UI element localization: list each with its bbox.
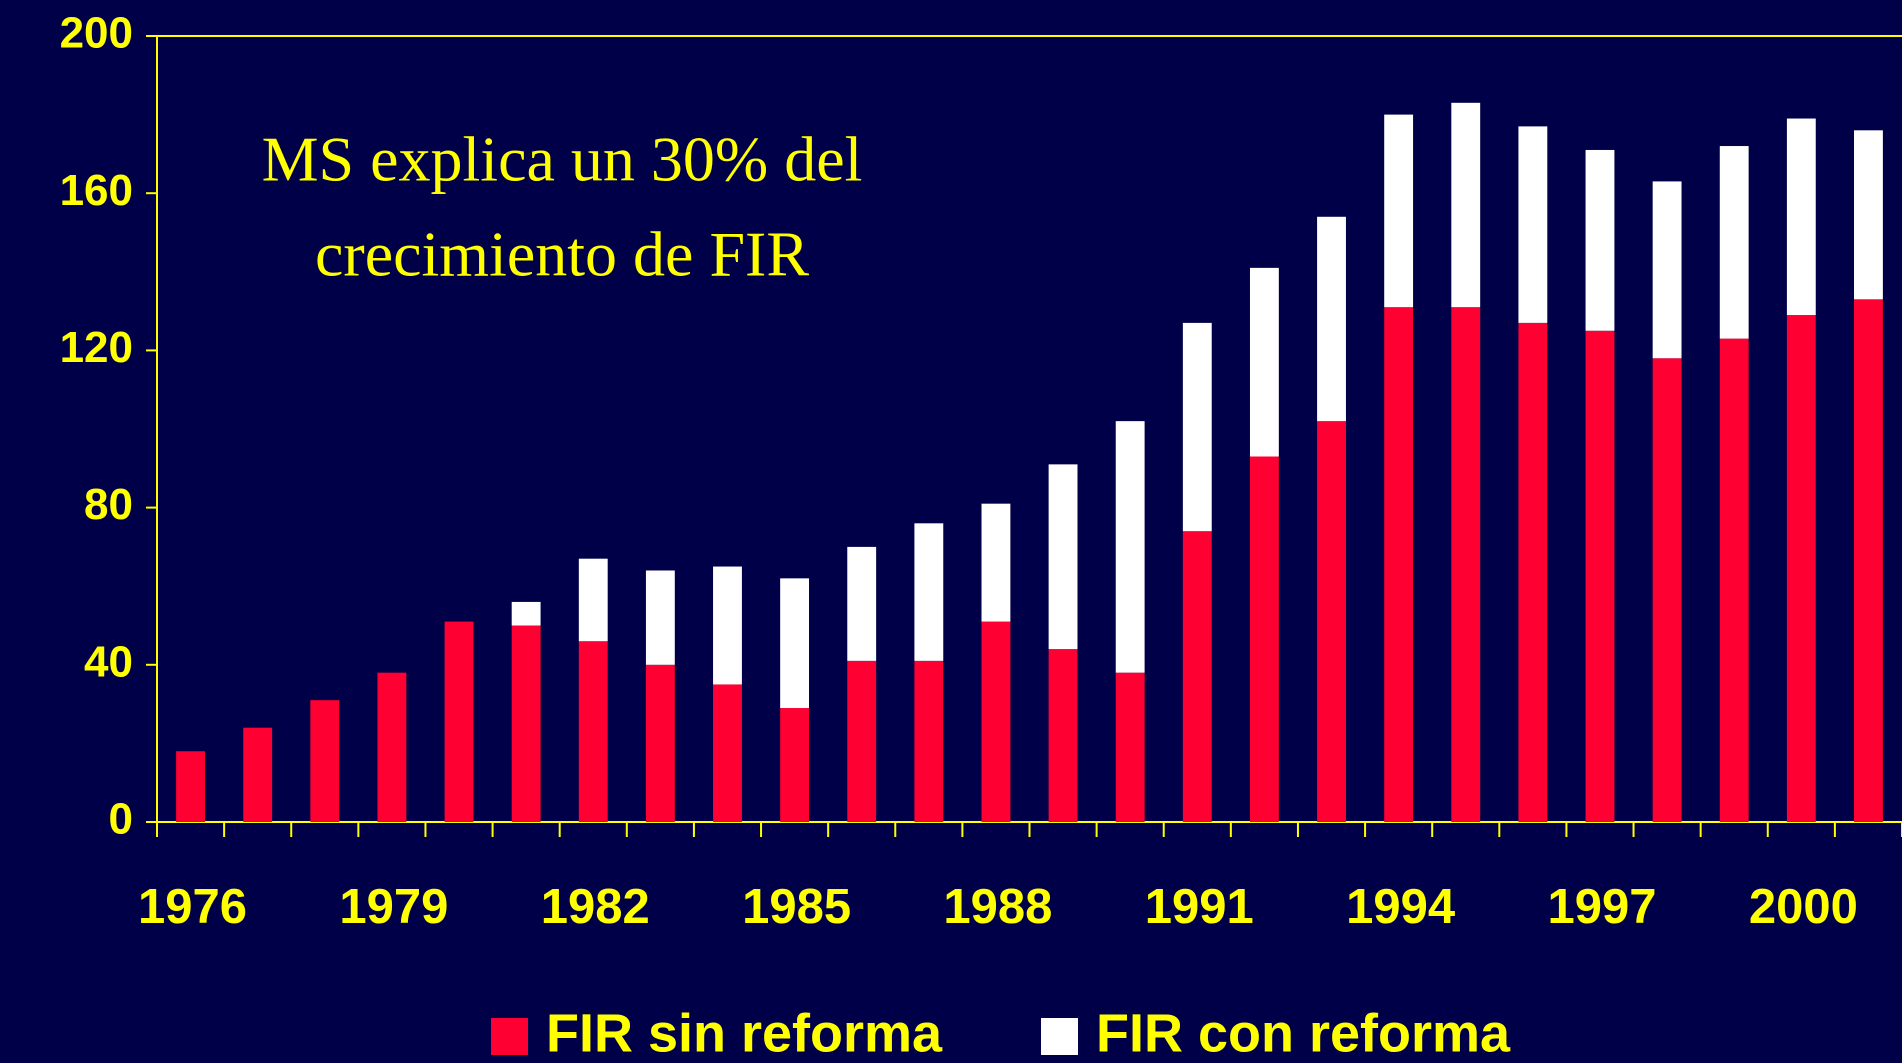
bar-segment [578,641,608,822]
bar-segment [1317,216,1346,422]
bar-segment [176,751,205,822]
bar-segment [1182,322,1212,532]
bar-segment [1585,149,1615,331]
legend-swatch [1041,1018,1078,1055]
bar-segment [511,625,541,822]
bar-segment [914,523,944,661]
bar-segment [511,601,541,626]
x-tick-label: 2000 [1749,880,1858,934]
bar-segment [713,684,742,822]
y-tick-label: 120 [60,323,133,372]
bar-segment [1317,421,1346,822]
bar-segment [847,660,877,822]
y-tick-label: 160 [60,166,133,215]
annotation: crecimiento de FIR [315,219,809,290]
legend-label: FIR con reforma [1096,1003,1511,1063]
bar-segment [1384,114,1414,308]
bar-segment [1115,672,1145,822]
bar-segment [645,570,675,665]
y-tick-label: 200 [60,9,133,58]
bar-segment [310,700,340,822]
bar-segment [243,727,273,822]
bar-segment [1518,322,1548,822]
bar-segment [645,664,675,822]
x-tick-label: 1994 [1346,880,1455,934]
bar-segment [780,708,810,822]
bar-segment [981,503,1011,622]
bar-segment [1719,146,1749,339]
bar-segment [914,660,944,822]
bar-segment [444,621,474,822]
bar-segment [1854,130,1883,300]
bar-segment [1854,299,1883,822]
bar-segment [1249,456,1279,822]
bar-segment [1518,126,1548,323]
x-tick-label: 1985 [742,880,851,934]
legend-label: FIR sin reforma [546,1003,943,1063]
bar-segment [1249,267,1279,457]
bar-segment [713,566,742,685]
x-tick-label: 1988 [943,880,1052,934]
bar-segment [1048,464,1078,650]
bar-segment [1585,330,1615,822]
bar-segment [1384,307,1414,822]
bar-segment [1719,338,1749,822]
bar-segment [981,621,1011,822]
y-tick-label: 80 [84,480,133,529]
y-tick-label: 40 [84,637,133,686]
bar-segment [1786,118,1816,316]
bar-segment [377,672,407,822]
bar-segment [1652,181,1682,359]
x-tick-label: 1979 [339,880,448,934]
bar-segment [1451,102,1481,308]
bar-segment [1182,531,1212,822]
y-tick-label: 0 [109,795,133,844]
bar-segment [1115,421,1145,673]
annotation: MS explica un 30% del [262,124,863,195]
bar-segment [1048,649,1078,822]
bar-segment [847,546,877,661]
bar-segment [780,578,810,709]
bar-segment [1786,315,1816,822]
legend-swatch [491,1018,528,1055]
x-tick-label: 1997 [1547,880,1656,934]
x-tick-label: 1976 [138,880,247,934]
bar-segment [578,558,608,642]
bar-segment [1652,358,1682,822]
x-tick-label: 1991 [1145,880,1254,934]
bar-segment [1451,307,1481,822]
x-tick-label: 1982 [541,880,650,934]
